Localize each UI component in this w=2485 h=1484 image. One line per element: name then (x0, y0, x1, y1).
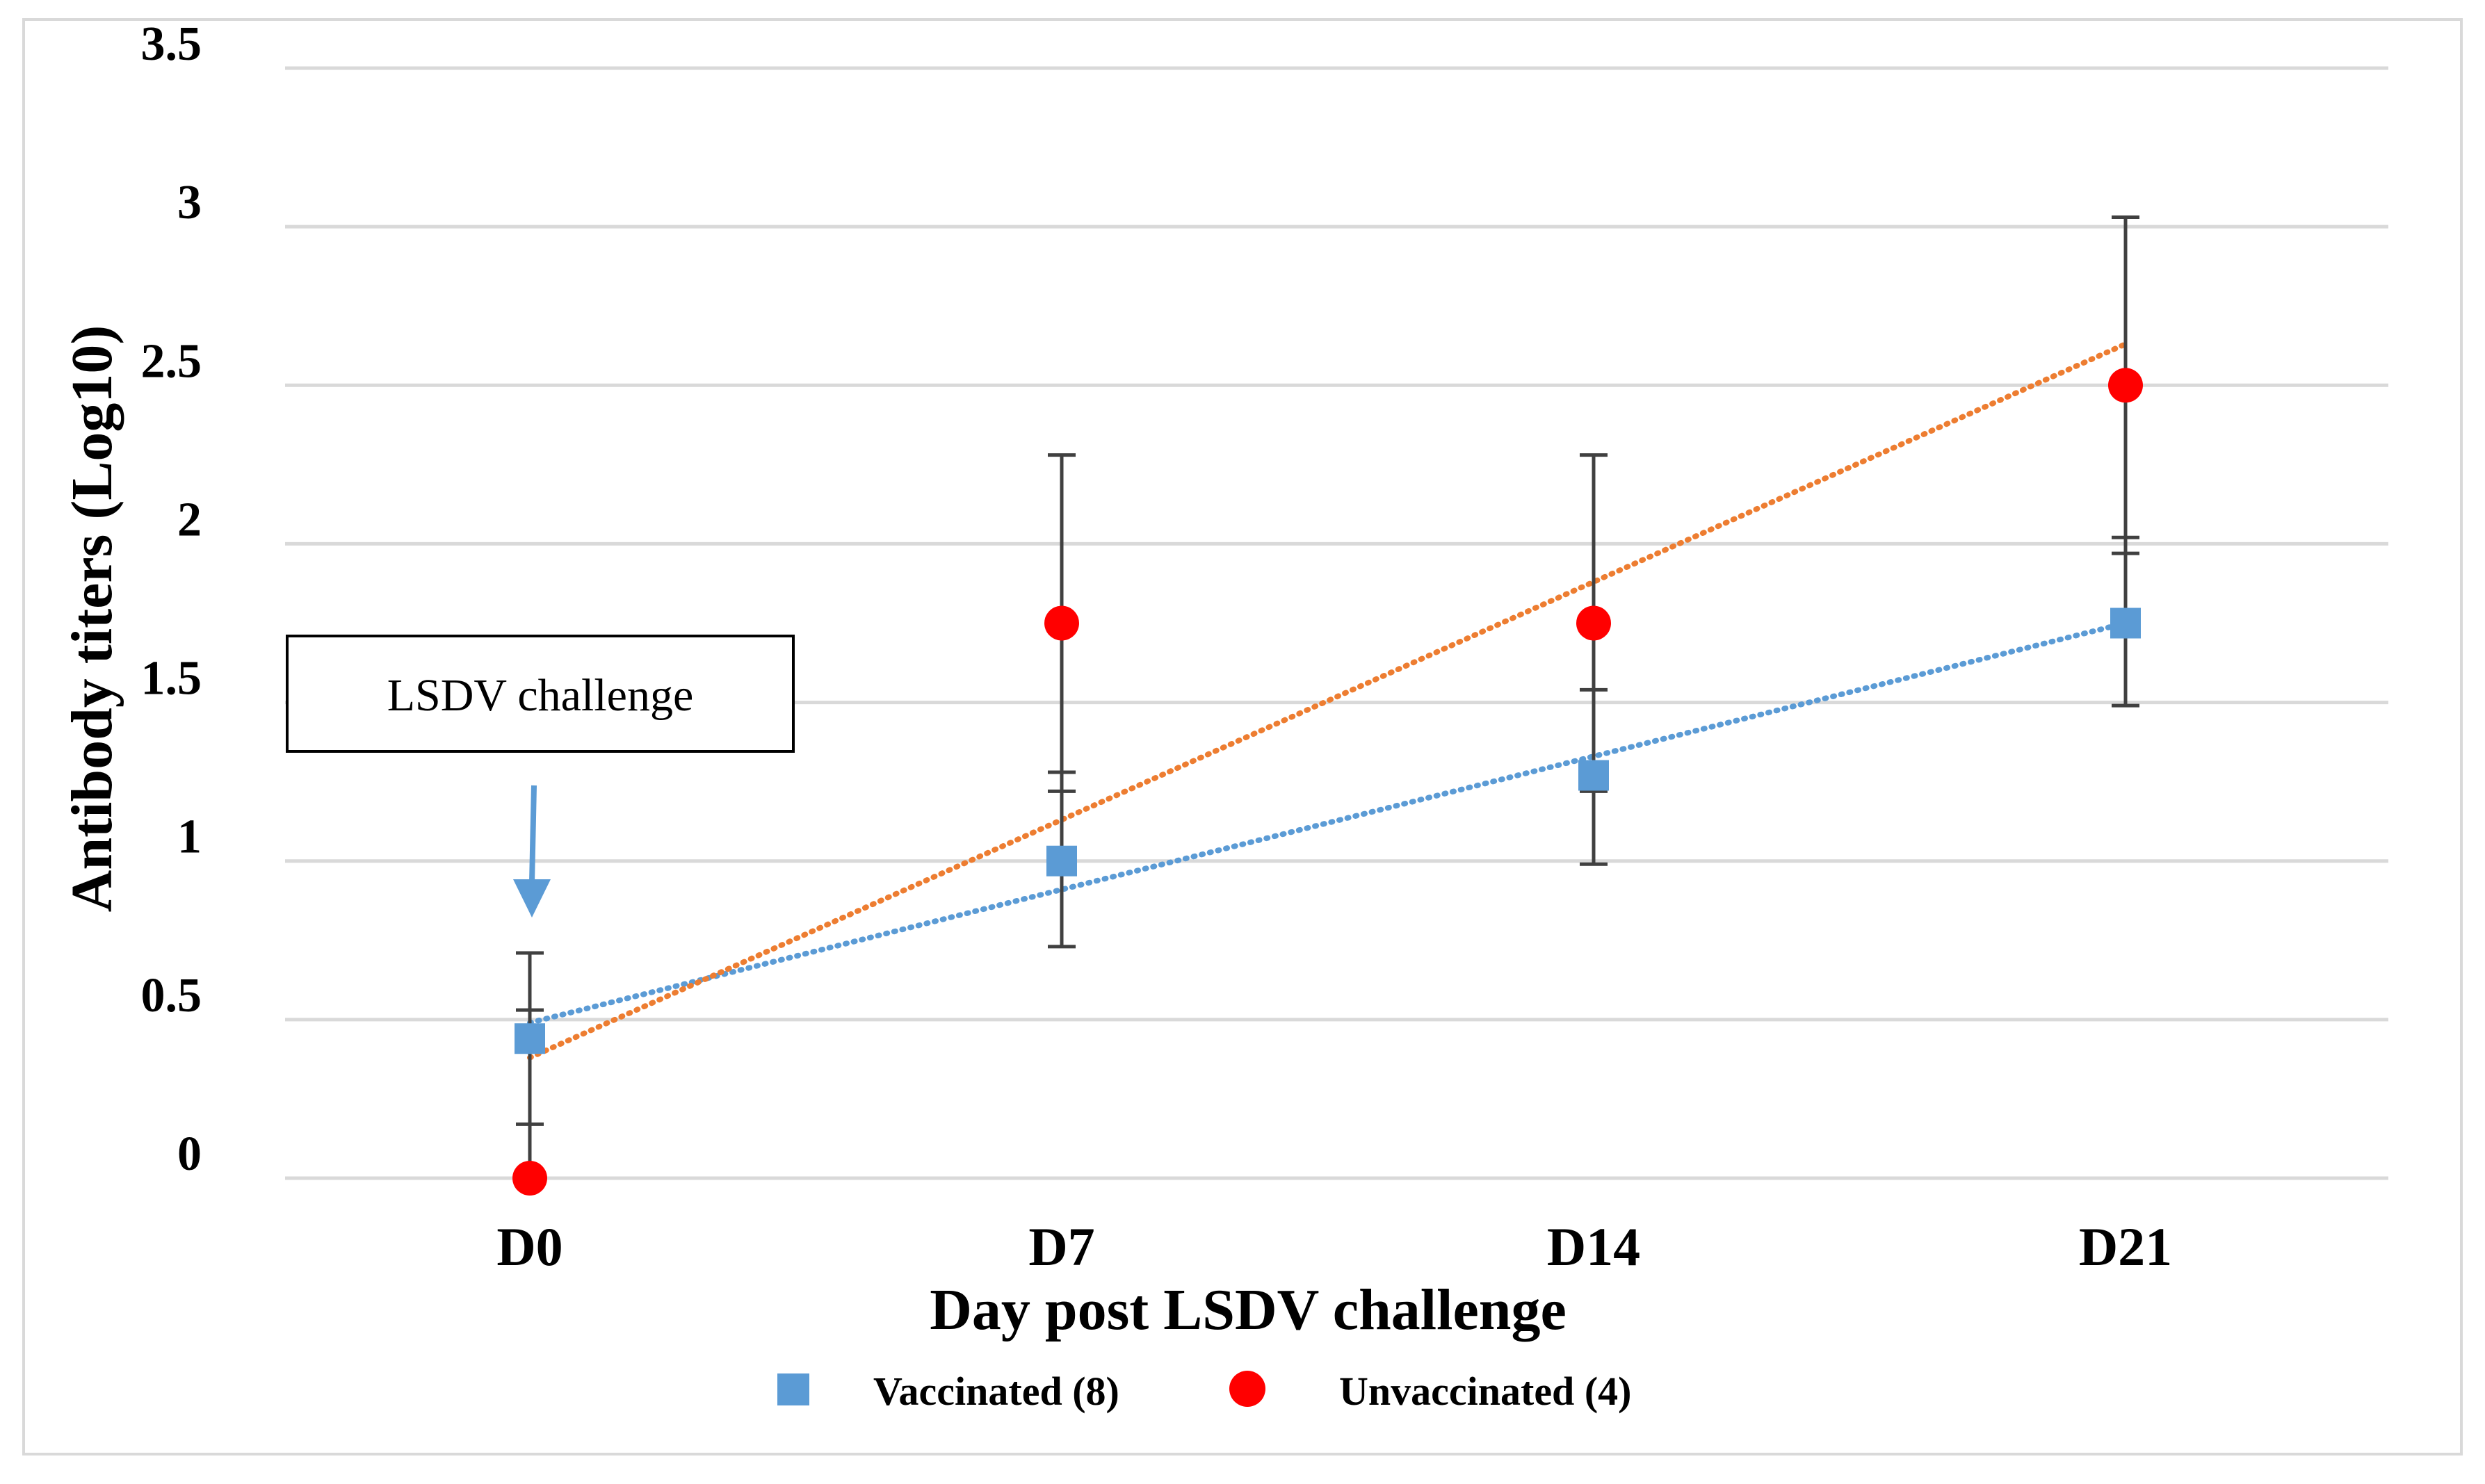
point-unvaccinated (1044, 605, 1079, 641)
x-tick-labels: D0 D7 D14 D21 (496, 1216, 2172, 1277)
y-tick-label: 2.5 (141, 334, 202, 388)
point-vaccinated (1046, 845, 1077, 876)
trendlines (527, 341, 2128, 1061)
y-tick-label: 2 (177, 493, 202, 546)
trendline-vaccinated (527, 620, 2128, 1026)
annotation: LSDV challenge (286, 635, 795, 918)
x-axis-title: Day post LSDV challenge (930, 1278, 1567, 1342)
y-tick-labels: 0 0.5 1 1.5 2 2.5 3 3.5 (141, 17, 202, 1181)
point-unvaccinated (1576, 605, 1611, 641)
y-tick-label: 0.5 (141, 969, 202, 1022)
y-axis-title: Antibody titers (Log10) (60, 325, 124, 913)
annotation-arrow-head (513, 879, 551, 918)
x-tick-label: D14 (1547, 1216, 1640, 1277)
legend-label-vaccinated: Vaccinated (8) (873, 1369, 1119, 1414)
point-unvaccinated (512, 1161, 547, 1196)
y-tick-label: 1 (177, 810, 202, 864)
x-tick-label: D0 (496, 1216, 562, 1277)
legend-label-unvaccinated: Unvaccinated (4) (1339, 1369, 1631, 1414)
legend-swatch-vaccinated (777, 1373, 809, 1405)
y-tick-label: 3.5 (141, 17, 202, 71)
y-tick-label: 1.5 (141, 652, 202, 706)
data-points (512, 368, 2143, 1196)
point-vaccinated (1578, 760, 1609, 791)
y-tick-label: 0 (177, 1127, 202, 1181)
point-vaccinated (515, 1023, 545, 1054)
legend-swatch-unvaccinated (1229, 1371, 1265, 1407)
x-tick-label: D21 (2079, 1216, 2172, 1277)
annotation-box (286, 635, 795, 753)
point-vaccinated (2110, 608, 2141, 639)
x-tick-label: D7 (1028, 1216, 1094, 1277)
annotation-arrow (529, 785, 537, 883)
trendline-unvaccinated (527, 341, 2128, 1061)
legend: Vaccinated (8) Unvaccinated (4) (777, 1369, 1631, 1414)
annotation-text: LSDV challenge (387, 670, 694, 721)
y-tick-label: 3 (177, 176, 202, 229)
point-unvaccinated (2108, 368, 2143, 403)
